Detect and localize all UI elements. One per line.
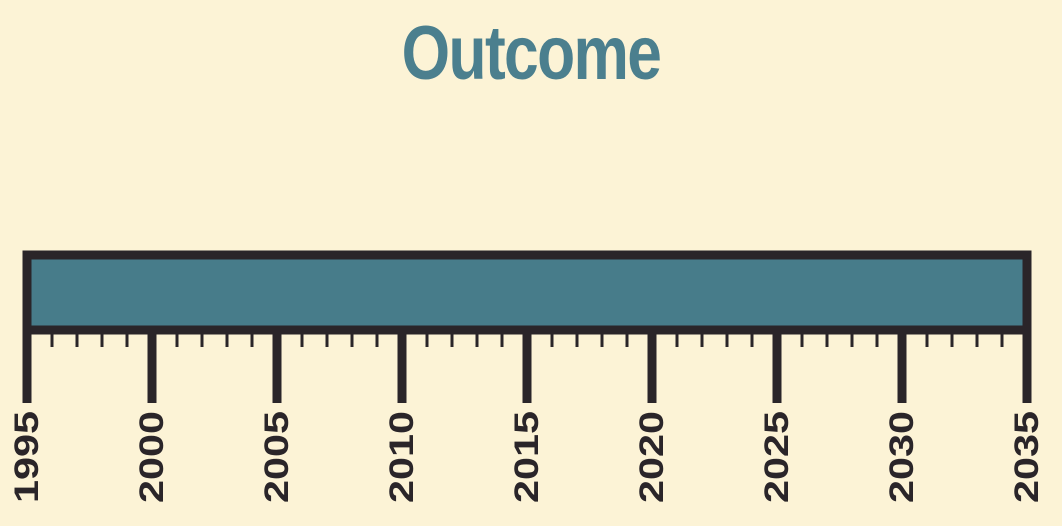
tick-label-2000: 2000 — [133, 411, 171, 503]
ticks-group — [22, 330, 1032, 403]
tick-label-2030: 2030 — [883, 411, 921, 503]
tick-label-2025: 2025 — [758, 411, 796, 503]
tick-label-1995: 1995 — [8, 411, 46, 503]
bars-group — [22, 250, 1032, 335]
chart-title: Outcome — [401, 11, 662, 96]
tick-label-2035: 2035 — [1008, 411, 1046, 503]
tick-label-2020: 2020 — [633, 411, 671, 503]
tick-label-2010: 2010 — [383, 411, 421, 503]
timeline-bar — [22, 250, 1032, 335]
tick-labels-group: 1995 2000 2005 2010 2015 2020 2025 2030 2035 — [8, 411, 1046, 503]
tick-label-2005: 2005 — [258, 411, 296, 503]
tick-label-2015: 2015 — [508, 411, 546, 503]
